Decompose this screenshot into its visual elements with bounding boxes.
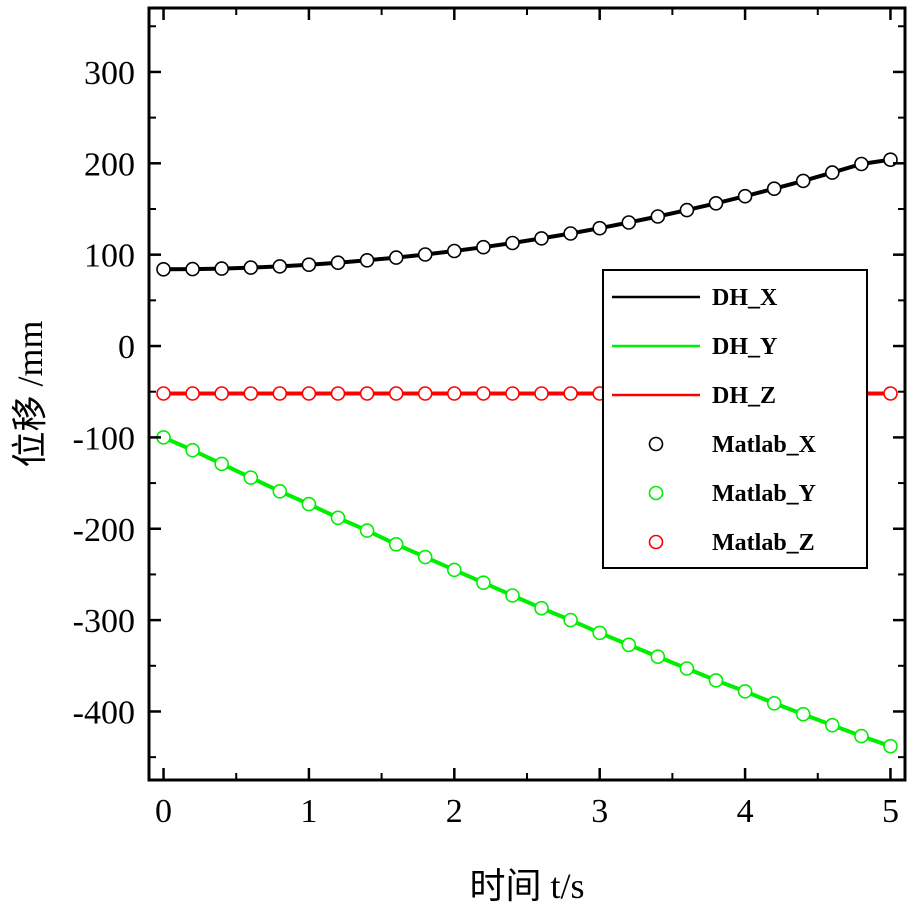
marker-matlab-x-11 <box>476 239 491 255</box>
marker-matlab-y-23 <box>824 717 840 733</box>
x-tick-label: 2 <box>446 793 463 830</box>
y-tick-label: 300 <box>84 55 135 92</box>
marker-matlab-x-21 <box>766 181 782 196</box>
y-tick-label: -400 <box>73 694 135 731</box>
marker-matlab-z-8 <box>388 386 404 401</box>
marker-matlab-x-13 <box>534 231 549 246</box>
marker-matlab-y-8 <box>388 536 404 552</box>
marker-matlab-x-8 <box>388 250 404 265</box>
y-tick-label: 100 <box>84 238 135 275</box>
marker-matlab-x-19 <box>708 196 724 211</box>
legend-swatch-matlab-x <box>648 436 664 452</box>
marker-matlab-x-18 <box>679 202 695 218</box>
legend-label-dh-z: DH_Z <box>712 383 776 409</box>
marker-matlab-z-6 <box>330 386 346 401</box>
marker-matlab-y-5 <box>301 496 317 512</box>
marker-matlab-x-16 <box>621 215 637 230</box>
marker-matlab-x-22 <box>795 173 811 189</box>
marker-matlab-y-1 <box>185 442 200 458</box>
marker-matlab-y-3 <box>243 470 259 485</box>
marker-matlab-z-9 <box>417 386 433 401</box>
marker-matlab-y-2 <box>214 456 229 472</box>
marker-matlab-z-10 <box>446 386 462 401</box>
y-tick-label: 200 <box>84 146 135 183</box>
marker-matlab-z-7 <box>359 386 375 401</box>
x-tick-label: 4 <box>737 793 754 830</box>
marker-matlab-x-3 <box>243 260 259 275</box>
marker-matlab-y-6 <box>330 510 346 526</box>
x-tick-label: 0 <box>155 793 172 830</box>
marker-matlab-y-21 <box>766 695 782 711</box>
marker-matlab-z-14 <box>563 386 578 401</box>
legend-swatch-matlab-y <box>648 485 664 501</box>
y-tick-label: -200 <box>73 512 135 549</box>
marker-matlab-y-9 <box>417 549 433 565</box>
marker-matlab-x-24 <box>854 156 869 172</box>
marker-matlab-x-23 <box>824 165 840 180</box>
x-axis-label: 时间 t/s <box>469 866 584 906</box>
legend-label-matlab-z: Matlab_Z <box>712 530 815 556</box>
marker-matlab-z-2 <box>214 386 229 401</box>
x-tick-label: 3 <box>591 793 608 830</box>
marker-matlab-x-7 <box>359 252 375 268</box>
marker-matlab-x-14 <box>563 226 578 241</box>
y-tick-label: -100 <box>73 420 135 457</box>
legend-label-dh-y: DH_Y <box>712 334 777 360</box>
marker-matlab-y-16 <box>621 637 637 653</box>
marker-matlab-y-25 <box>883 738 898 754</box>
marker-matlab-x-4 <box>272 259 288 274</box>
y-tick-label: 0 <box>118 329 135 366</box>
y-axis-label: 位移 /mm <box>10 320 50 467</box>
marker-matlab-x-5 <box>301 257 317 273</box>
axis-ticks: 0 1 2 3 4 5 300 200 100 0 -100 -200 -300 -400 <box>73 8 905 830</box>
marker-matlab-x-1 <box>185 261 200 277</box>
legend-label-dh-x: DH_X <box>712 285 778 311</box>
series-line-dh-x <box>163 157 891 272</box>
marker-matlab-x-2 <box>214 261 229 276</box>
marker-matlab-y-12 <box>505 588 520 603</box>
marker-matlab-z-0 <box>156 386 171 401</box>
x-tick-label: 1 <box>300 793 317 830</box>
marker-matlab-x-12 <box>505 235 520 251</box>
marker-matlab-x-10 <box>446 243 462 259</box>
marker-matlab-x-17 <box>650 209 666 224</box>
marker-matlab-y-10 <box>446 562 462 578</box>
marker-matlab-y-11 <box>476 575 491 591</box>
marker-matlab-y-22 <box>795 706 811 722</box>
marker-matlab-x-6 <box>330 255 346 271</box>
x-tick-label: 5 <box>882 793 899 830</box>
marker-matlab-z-25 <box>883 386 898 401</box>
marker-matlab-y-15 <box>592 625 608 641</box>
marker-matlab-z-3 <box>243 386 259 401</box>
marker-matlab-x-15 <box>592 220 608 236</box>
y-tick-label: -300 <box>73 603 135 640</box>
marker-matlab-y-7 <box>359 523 375 538</box>
marker-matlab-y-13 <box>534 600 549 616</box>
marker-matlab-z-5 <box>301 386 317 401</box>
marker-matlab-y-18 <box>679 661 695 676</box>
legend-box <box>602 269 868 569</box>
marker-matlab-y-14 <box>563 612 578 628</box>
marker-matlab-z-11 <box>476 386 491 401</box>
marker-matlab-y-4 <box>272 483 288 499</box>
legend-label-matlab-y: Matlab_Y <box>712 481 816 507</box>
marker-matlab-y-20 <box>737 684 753 699</box>
legend: DH_X DH_Y DH_Z Matlab_X Matlab_Y Matlab_Z <box>602 269 868 569</box>
marker-matlab-x-9 <box>417 247 433 262</box>
marker-matlab-z-13 <box>534 386 549 401</box>
marker-matlab-y-19 <box>708 673 724 688</box>
marker-matlab-z-1 <box>185 386 200 401</box>
legend-swatch-matlab-z <box>648 534 664 550</box>
legend-label-matlab-x: Matlab_X <box>712 432 817 458</box>
marker-matlab-z-4 <box>272 386 288 401</box>
marker-matlab-x-0 <box>156 261 171 277</box>
marker-matlab-z-12 <box>505 386 520 401</box>
marker-matlab-y-17 <box>650 649 666 665</box>
marker-matlab-x-20 <box>737 188 753 204</box>
marker-matlab-y-24 <box>854 728 869 744</box>
